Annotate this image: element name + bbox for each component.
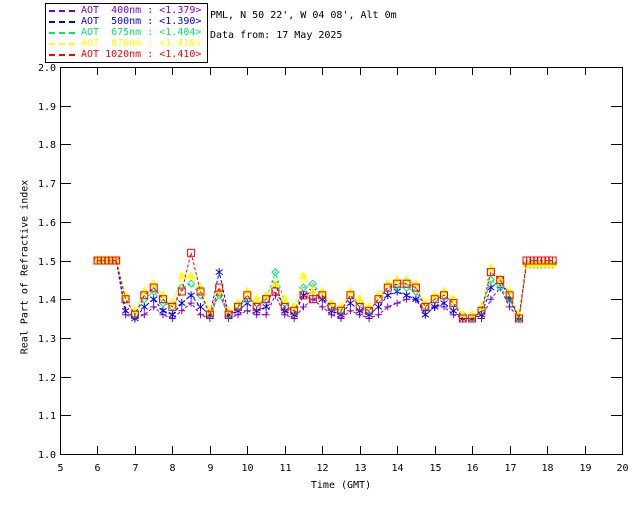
- x-tick-label: 16: [466, 463, 478, 474]
- y-tick-label: 1.4: [38, 295, 56, 306]
- station-location-text: PML, N 50 22', W 04 08', Alt 0m: [210, 10, 397, 21]
- x-tick-label: 17: [504, 463, 516, 474]
- x-tick-label: 13: [354, 463, 366, 474]
- x-tick-label: 7: [132, 463, 138, 474]
- legend-item-label: AOT 870nm : <1.416>: [81, 38, 202, 49]
- x-tick-label: 15: [429, 463, 441, 474]
- y-tick-label: 1.9: [38, 102, 56, 113]
- x-tick-label: 18: [541, 463, 553, 474]
- x-axis-title: Time (GMT): [310, 480, 372, 491]
- y-tick-label: 1.0: [38, 450, 56, 461]
- x-tick-label: 11: [279, 463, 291, 474]
- series-line-aot-400nm: [97, 260, 553, 320]
- legend-item-675nm: AOT 675nm : <1.404>: [48, 27, 207, 38]
- x-tick-label: 5: [57, 463, 63, 474]
- x-tick-label: 20: [616, 463, 628, 474]
- x-tick-label: 14: [391, 463, 403, 474]
- y-tick-label: 1.7: [38, 179, 56, 190]
- x-tick-label: 8: [169, 463, 175, 474]
- series-markers-aot-1020nm: [93, 248, 557, 323]
- y-tick-label: 1.2: [38, 373, 56, 384]
- legend-item-1020nm: AOT 1020nm : <1.410>: [48, 49, 207, 60]
- x-tick-label: 10: [241, 463, 253, 474]
- legend-item-870nm: AOT 870nm : <1.416>: [48, 38, 207, 49]
- y-tick-label: 1.1: [38, 411, 56, 422]
- x-tick-label: 9: [207, 463, 213, 474]
- y-tick-label: 1.6: [38, 218, 56, 229]
- y-tick-label: 1.5: [38, 257, 56, 268]
- legend-dash-sample-400nm: [49, 9, 77, 12]
- y-tick-label: 1.3: [38, 334, 56, 345]
- legend-item-400nm: AOT 400nm : <1.379>: [48, 5, 207, 16]
- header-block: PML, N 50 22', W 04 08', Alt 0m Data fro…: [210, 6, 397, 46]
- legend-dash-sample-675nm: [49, 31, 77, 34]
- legend-item-label: AOT 400nm : <1.379>: [81, 5, 202, 16]
- x-tick-label: 19: [579, 463, 591, 474]
- legend-dash-sample-1020nm: [49, 53, 77, 56]
- legend-dash-sample-500nm: [49, 20, 77, 23]
- legend-item-label: AOT 1020nm : <1.410>: [81, 49, 202, 60]
- x-tick-label: 6: [94, 463, 100, 474]
- x-tick-label: 12: [316, 463, 328, 474]
- y-tick-label: 2.0: [38, 63, 56, 74]
- y-tick-label: 1.8: [38, 140, 56, 151]
- legend-item-label: AOT 500nm : <1.390>: [81, 16, 202, 27]
- legend-item-500nm: AOT 500nm : <1.390>: [48, 16, 207, 27]
- legend-dash-sample-870nm: [49, 42, 77, 45]
- legend-item-label: AOT 675nm : <1.404>: [81, 27, 202, 38]
- legend-box: AOT 400nm : <1.379> AOT 500nm : <1.390> …: [45, 3, 208, 63]
- data-date-text: Data from: 17 May 2025: [210, 30, 343, 41]
